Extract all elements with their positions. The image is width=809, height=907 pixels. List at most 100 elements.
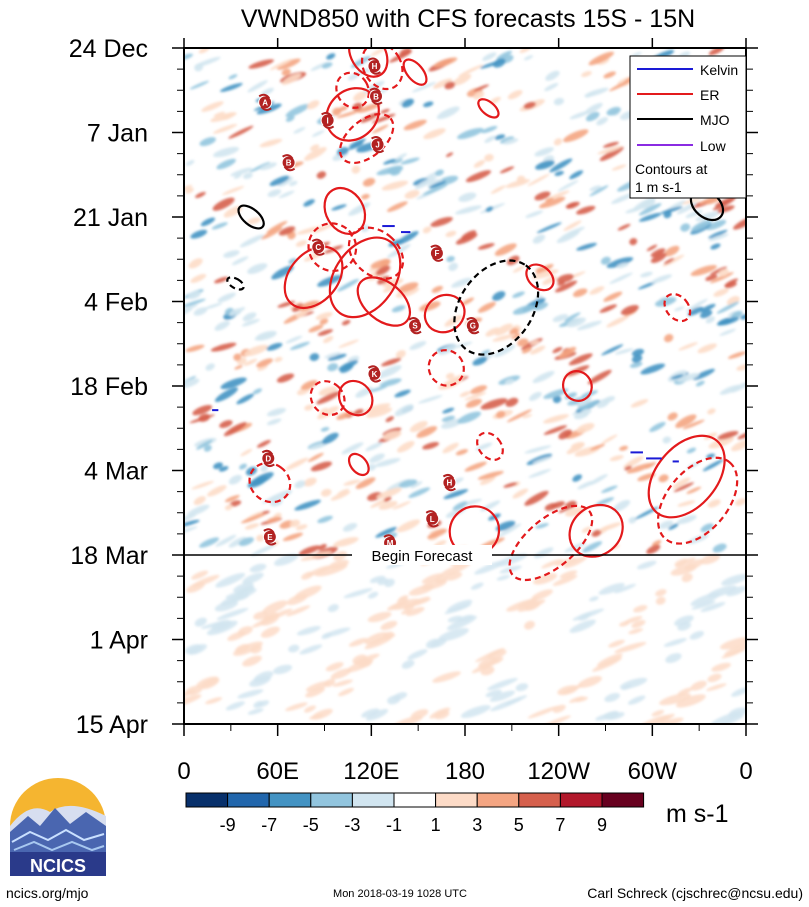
anomaly-blob — [220, 83, 243, 92]
anomaly-blob — [392, 501, 411, 510]
x-tick-label: 120E — [343, 758, 399, 785]
storm-tail — [282, 154, 294, 160]
anomaly-blob — [731, 687, 746, 697]
anomaly-blob — [503, 138, 519, 145]
anomaly-blob — [481, 125, 498, 134]
anomaly-blob — [391, 598, 422, 610]
storm-marker-h: H — [367, 57, 382, 75]
colorbar-swatch — [227, 792, 270, 808]
anomaly-blob — [542, 715, 571, 724]
anomaly-blob — [554, 280, 578, 293]
anomaly-blob — [718, 268, 730, 277]
anomaly-blob — [595, 497, 615, 506]
anomaly-blob — [563, 129, 589, 143]
anomaly-blob — [242, 572, 264, 585]
anomaly-blob — [572, 474, 583, 482]
anomaly-blob — [294, 499, 321, 511]
storm-tail — [311, 238, 324, 244]
anomaly-blob — [383, 159, 396, 165]
anomaly-blob — [690, 680, 707, 691]
anomaly-blob — [353, 408, 364, 416]
anomaly-blob — [295, 524, 308, 531]
anomaly-blob — [727, 351, 746, 359]
anomaly-blob — [361, 708, 380, 718]
anomaly-blob — [435, 169, 444, 177]
anomaly-blob — [512, 291, 525, 298]
anomaly-blob — [192, 405, 213, 416]
anomaly-blob — [326, 53, 336, 60]
anomaly-blob — [184, 519, 200, 527]
anomaly-blob — [308, 324, 324, 333]
anomaly-blob — [581, 612, 593, 618]
storm-label: C — [315, 243, 321, 252]
anomaly-blob — [603, 396, 616, 403]
anomaly-blob — [266, 220, 288, 234]
anomaly-blob — [500, 136, 515, 144]
anomaly-blob — [609, 455, 624, 462]
anomaly-blob — [710, 272, 734, 284]
anomaly-blob — [504, 378, 515, 385]
anomaly-blob — [736, 363, 746, 371]
anomaly-blob — [213, 111, 226, 117]
anomaly-blob — [381, 357, 402, 367]
anomaly-blob — [602, 141, 619, 148]
anomaly-blob — [492, 291, 506, 301]
anomaly-blob — [338, 339, 359, 348]
anomaly-blob — [595, 712, 618, 721]
anomaly-blob — [216, 158, 236, 170]
anomaly-blob — [211, 619, 232, 631]
anomaly-blob — [552, 395, 562, 404]
anomaly-blob — [364, 403, 391, 413]
anomaly-blob — [465, 170, 492, 183]
x-tick-label: 180 — [445, 758, 485, 785]
anomaly-blob — [640, 363, 666, 375]
anomaly-blob — [560, 226, 585, 239]
anomaly-blob — [712, 543, 727, 553]
anomaly-blob — [568, 353, 593, 366]
forecast-label-bg — [352, 545, 492, 565]
anomaly-blob — [631, 620, 646, 629]
anomaly-blob — [355, 477, 376, 489]
anomaly-blob — [678, 342, 698, 351]
anomaly-blob — [708, 229, 728, 239]
anomaly-blob — [603, 71, 616, 79]
anomaly-blob — [423, 101, 434, 108]
anomaly-blob — [203, 302, 223, 310]
storm-tail — [321, 111, 333, 118]
anomaly-blob — [580, 408, 592, 416]
anomaly-blob — [638, 203, 662, 216]
anomaly-blob — [656, 717, 684, 724]
anomaly-blob — [322, 432, 339, 445]
anomaly-blob — [700, 554, 721, 565]
footer-timestamp: Mon 2018-03-19 1028 UTC — [333, 888, 467, 900]
storm-marker-j: J — [370, 135, 385, 154]
anomaly-blob — [630, 399, 649, 408]
anomaly-blob — [455, 233, 478, 245]
anomaly-blob — [269, 58, 293, 71]
anomaly-blob — [519, 48, 532, 53]
anomaly-blob — [223, 205, 243, 218]
anomaly-blob — [659, 520, 674, 529]
anomaly-blob — [533, 573, 558, 585]
anomaly-blob — [665, 653, 682, 663]
storm-tail — [427, 522, 439, 528]
anomaly-blob — [289, 180, 298, 187]
anomaly-blob — [524, 620, 535, 630]
anomaly-blob — [459, 391, 471, 397]
anomaly-blob — [480, 398, 508, 410]
anomaly-blob — [599, 304, 617, 313]
anomaly-blob — [276, 373, 295, 383]
anomaly-blob — [448, 262, 459, 271]
anomaly-blob — [438, 628, 469, 642]
anomaly-blob — [633, 605, 648, 613]
anomaly-blob — [274, 356, 283, 363]
anomaly-blob — [224, 504, 233, 511]
anomaly-blob — [267, 189, 282, 197]
anomaly-blob — [521, 347, 532, 354]
anomaly-blob — [636, 560, 657, 570]
anomaly-blob — [228, 125, 254, 139]
anomaly-blob — [338, 360, 359, 371]
storm-tail — [367, 365, 380, 371]
er-contour — [476, 431, 504, 461]
anomaly-blob — [243, 358, 258, 366]
